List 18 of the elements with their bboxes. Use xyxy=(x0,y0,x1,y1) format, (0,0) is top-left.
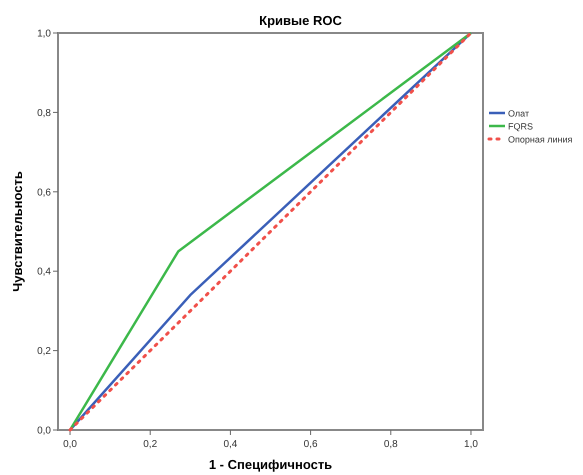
y-tick-label: 0,6 xyxy=(37,187,52,198)
legend-label: Олат xyxy=(508,108,530,118)
chart-title: Кривые ROC xyxy=(259,13,342,28)
y-tick-label: 1,0 xyxy=(37,28,52,40)
x-axis-title: 1 - Специфичность xyxy=(208,457,332,472)
y-tick-label: 0,8 xyxy=(37,108,52,119)
legend-label: FQRS xyxy=(508,122,534,132)
legend-label: Опорная линия xyxy=(508,134,573,144)
x-tick-label: 0,2 xyxy=(143,439,158,450)
x-tick-label: 1,0 xyxy=(464,439,478,450)
x-tick-label: 0,0 xyxy=(63,439,78,450)
y-axis-title: Чувствительность xyxy=(10,171,25,292)
x-tick-label: 0,6 xyxy=(304,439,318,450)
y-tick-label: 0,0 xyxy=(37,426,52,436)
y-tick-label: 0,4 xyxy=(37,266,52,278)
x-tick-label: 0,4 xyxy=(223,439,238,450)
y-tick-label: 0,2 xyxy=(37,346,52,358)
x-tick-label: 0,8 xyxy=(384,439,398,450)
